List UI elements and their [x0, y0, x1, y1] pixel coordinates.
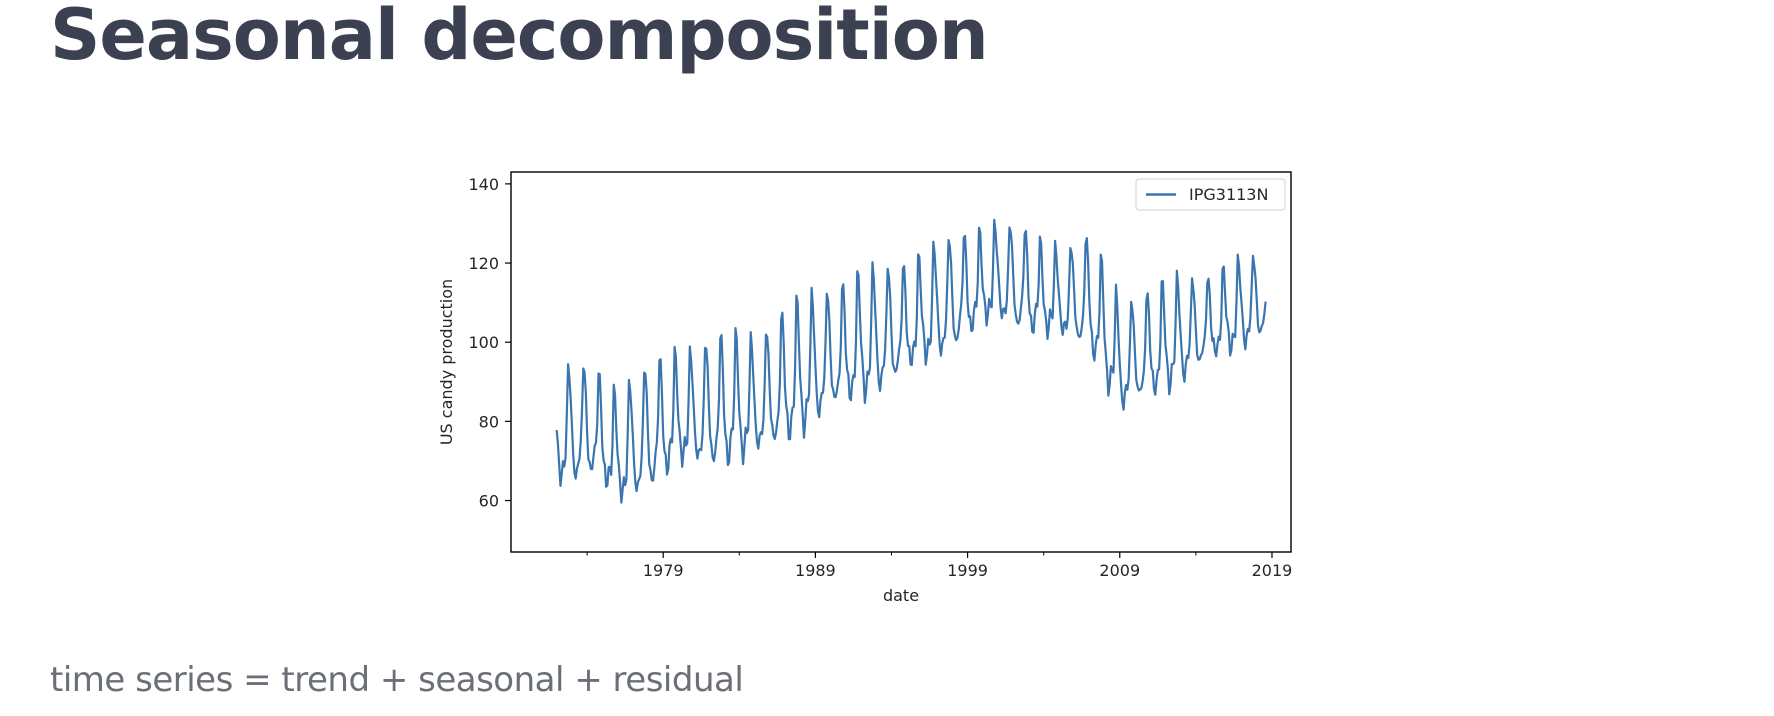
chart-container: 60 80 100 120 140 1979 1989 1999 2009 2019 US ca…	[437, 171, 1293, 605]
y-tick-label: 140	[468, 175, 499, 194]
legend: IPG3113N	[1135, 178, 1286, 211]
line-chart: 60 80 100 120 140 1979 1989 1999 2009 2019 US ca…	[437, 171, 1293, 605]
legend-entry-label: IPG3113N	[1189, 185, 1268, 204]
x-tick-label: 1989	[795, 561, 836, 580]
series-layer	[555, 218, 1267, 504]
page-title: Seasonal decomposition	[50, 0, 989, 76]
x-tick-label: 1999	[947, 561, 988, 580]
plot-frame	[510, 171, 1292, 553]
series-line-ipg3113n	[555, 218, 1267, 504]
x-axis-label: date	[883, 586, 919, 605]
caption-text: time series = trend + seasonal + residua…	[50, 660, 744, 700]
y-axis: 60 80 100 120 140	[468, 175, 511, 511]
y-tick-label: 60	[479, 492, 499, 511]
y-tick-label: 120	[468, 254, 499, 273]
y-tick-label: 80	[479, 412, 499, 431]
y-axis-label: US candy production	[437, 279, 456, 445]
x-tick-label: 2019	[1252, 561, 1293, 580]
x-tick-label: 1979	[643, 561, 684, 580]
y-tick-label: 100	[468, 333, 499, 352]
legend-frame	[1135, 178, 1286, 211]
x-axis: 1979 1989 1999 2009 2019	[586, 552, 1293, 580]
x-tick-label: 2009	[1099, 561, 1140, 580]
